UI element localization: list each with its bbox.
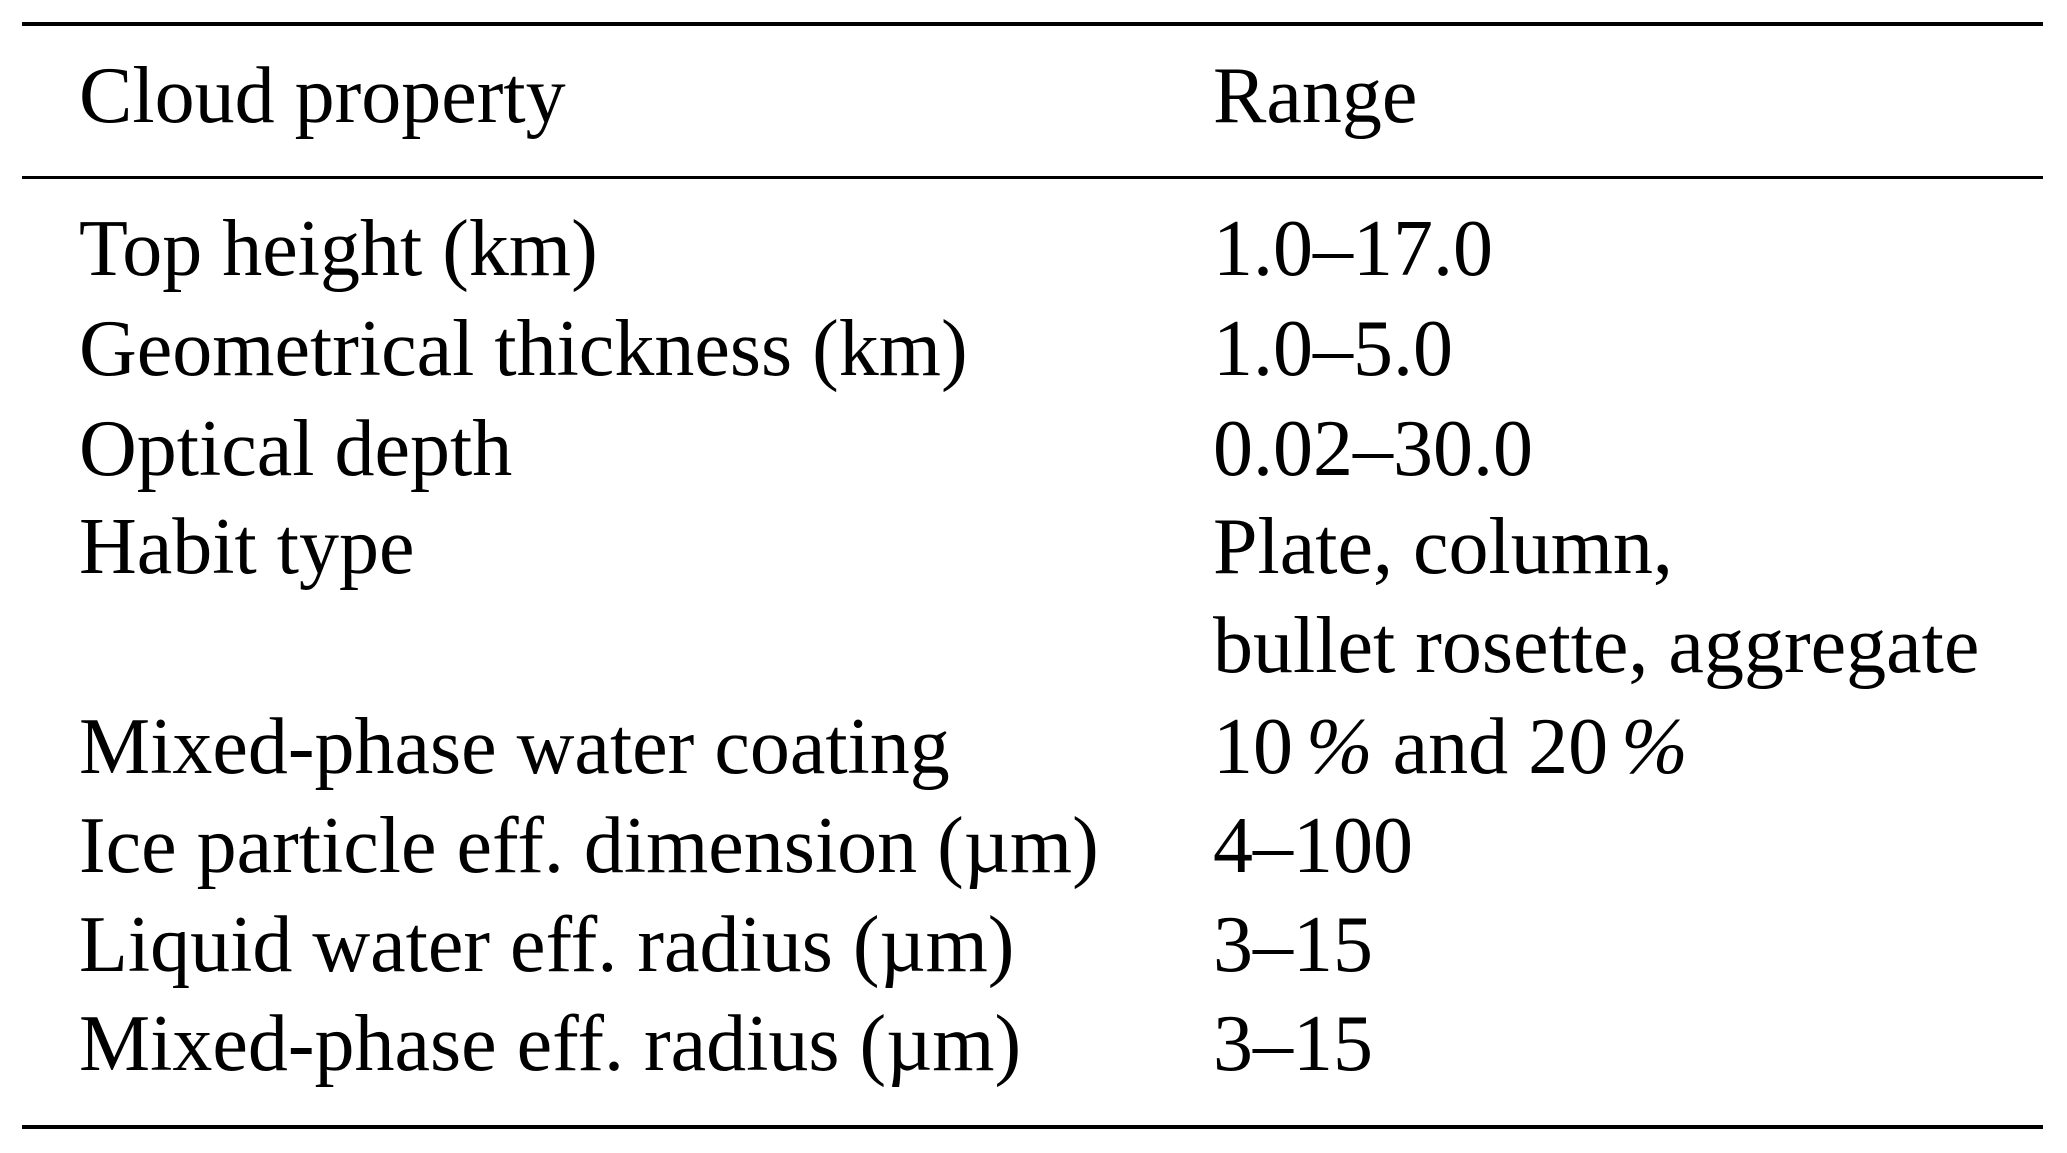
range-cell: 1.0–5.0	[1213, 305, 1453, 393]
property-cell: Optical depth	[79, 405, 513, 493]
range-cell: 3–15	[1213, 1000, 1373, 1088]
range-cell: 0.02–30.0	[1213, 405, 1533, 493]
table-bottom-rule	[22, 1125, 2043, 1129]
range-cell-continuation: bullet rosette, aggregate	[1213, 602, 1980, 690]
column-header-cloud-property: Cloud property	[79, 52, 566, 140]
table-top-rule	[22, 22, 2043, 26]
column-header-range: Range	[1213, 52, 1418, 140]
property-cell: Mixed-phase water coating	[79, 703, 950, 791]
property-cell: Geometrical thickness (km)	[79, 305, 968, 393]
property-cell: Top height (km)	[79, 205, 598, 293]
range-cell: 4–100	[1213, 802, 1413, 890]
range-cell: Plate, column,	[1213, 503, 1673, 591]
range-cell: 1.0–17.0	[1213, 205, 1493, 293]
property-cell: Liquid water eff. radius (µm)	[79, 901, 1015, 989]
range-cell: 10% and 20%	[1213, 702, 1688, 793]
property-cell: Ice particle eff. dimension (µm)	[79, 802, 1099, 890]
range-cell: 3–15	[1213, 901, 1373, 989]
property-cell: Mixed-phase eff. radius (µm)	[79, 1000, 1022, 1088]
range-value: 10	[1213, 703, 1293, 791]
range-value: and 20	[1392, 703, 1609, 791]
percent-sign: %	[1621, 703, 1688, 791]
percent-sign: %	[1306, 703, 1373, 791]
property-cell: Habit type	[79, 503, 415, 591]
table-header-rule	[22, 176, 2043, 179]
